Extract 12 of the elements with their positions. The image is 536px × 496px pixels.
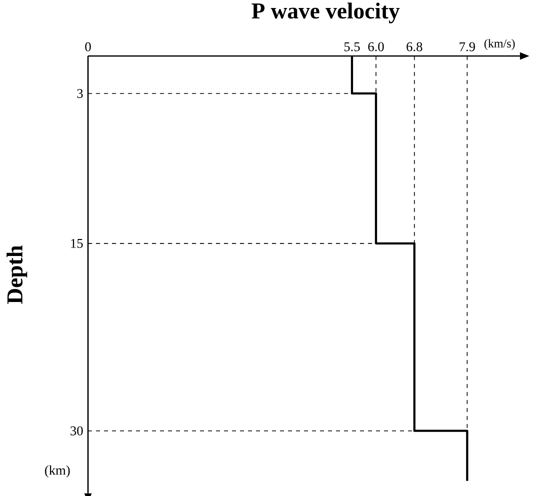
- x-tick-label: 5.5: [344, 42, 360, 52]
- chart-title: P wave velocity: [252, 2, 400, 24]
- y-tick-label: 15: [71, 238, 83, 248]
- text: (km): [45, 465, 70, 478]
- y-tick-label: 30: [70, 426, 83, 436]
- x-tick-label: 7.9: [460, 42, 475, 52]
- x-tick-label: 6.0: [368, 42, 384, 52]
- y-axis-title: Depth: [6, 245, 28, 304]
- x-axis-title: (km/s): [484, 39, 515, 50]
- y-tick-label: 3: [77, 89, 83, 98]
- x-tick-label: 6.8: [406, 42, 422, 52]
- x-tick-label: 0: [85, 42, 91, 52]
